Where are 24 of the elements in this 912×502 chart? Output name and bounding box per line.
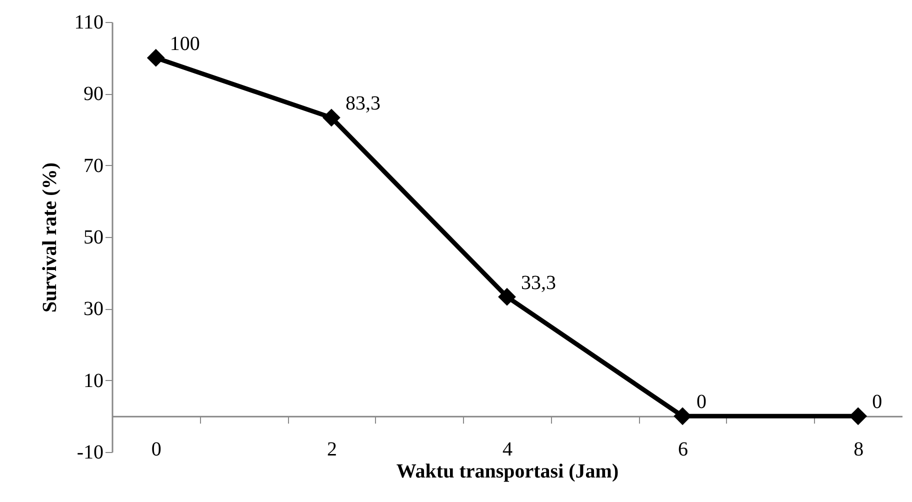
point (849, 407, 868, 426)
point (146, 48, 165, 67)
y-tick-label: 110 (74, 12, 104, 34)
y-tick-label: 70 (84, 154, 104, 177)
y-axis-title: Survival rate (%) (39, 162, 62, 312)
data-label: 83,3 (345, 92, 380, 115)
y-tick-label: 30 (84, 298, 104, 320)
data-label: 0 (872, 391, 882, 414)
data-label: 0 (696, 391, 707, 414)
y-tick-label: -10 (76, 442, 104, 464)
x-tick-label: 0 (151, 438, 162, 461)
point (498, 288, 516, 306)
point (322, 108, 340, 127)
y-tick-label: 50 (84, 226, 104, 248)
x-tick-label: 6 (678, 438, 688, 461)
data-label: 33,3 (521, 272, 556, 294)
x-tick-label: 4 (502, 438, 512, 461)
data-label: 100 (170, 32, 200, 55)
y-tick-label: 90 (84, 83, 104, 106)
x-axis-title: Waktu transportasi (Jam) (396, 460, 619, 483)
point (674, 407, 692, 426)
y-tick-label: 10 (84, 370, 104, 392)
x-tick-label: 2 (326, 438, 337, 461)
x-tick-label: 8 (854, 438, 864, 461)
